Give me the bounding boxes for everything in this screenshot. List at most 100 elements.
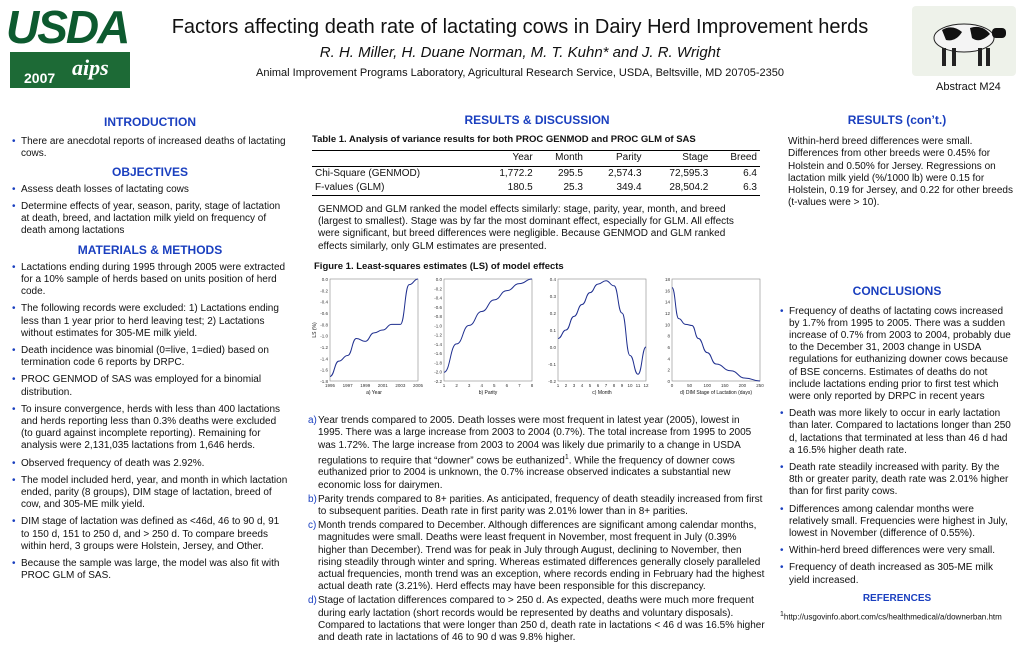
list-item: Lactations ending during 1995 through 20…	[12, 262, 288, 299]
y-tick-label: -1.0	[320, 334, 328, 339]
y-tick-label: -0.1	[548, 362, 556, 367]
reference-item: 1http://usgovinfo.abort.com/cs/healthmed…	[780, 611, 1002, 622]
y-tick-label: -0.4	[434, 296, 442, 301]
results-cont-paragraph: Within-herd breed differences were small…	[788, 136, 1013, 209]
table-cell: 25.3	[535, 180, 586, 197]
list-item: Death incidence was binomial (0=live, 1=…	[12, 345, 288, 369]
footnote-mark: 1	[564, 453, 569, 461]
intro-heading: INTRODUCTION	[104, 115, 196, 129]
aipl-logo: aips	[72, 55, 109, 80]
results-paragraph: GENMOD and GLM ranked the model effects …	[318, 204, 734, 252]
x-tick-label: 50	[687, 383, 693, 388]
x-tick-label: 150	[721, 383, 729, 388]
chart-frame	[557, 278, 647, 382]
abstract-id: Abstract M24	[936, 81, 1001, 93]
y-tick-label: -0.4	[320, 300, 328, 305]
table-cell: 6.4	[743, 167, 757, 179]
x-tick-label: 8	[531, 383, 534, 388]
y-tick-label: -0.2	[548, 379, 556, 384]
x-tick-label: 1	[443, 383, 446, 388]
x-axis-label: a) Year	[366, 390, 382, 396]
finding-text: Parity trends compared to 8+ parities. A…	[318, 493, 763, 517]
x-tick-label: 6	[506, 383, 509, 388]
figure-caption: Figure 1. Least-squares estimates (LS) o…	[314, 260, 564, 272]
y-tick-label: 2	[667, 368, 670, 373]
y-tick-label: -1.0	[434, 323, 442, 328]
list-item: The following records were excluded: 1) …	[12, 303, 288, 340]
table-header: Breed	[711, 150, 760, 167]
cow-illustration	[933, 23, 1006, 66]
x-tick-label: 3	[573, 383, 576, 388]
list-item: Because the sample was large, the model …	[12, 558, 288, 582]
x-tick-label: 1995	[325, 383, 336, 388]
finding-a: a) Year trends compared to 2005. Death lo…	[308, 415, 766, 492]
reference-link[interactable]: http://usgovinfo.abort.com/cs/healthmedi…	[783, 612, 1002, 622]
x-tick-label: 10	[627, 383, 633, 388]
x-tick-label: 4	[581, 383, 584, 388]
table-row: F-values (GLM) 180.5 25.3 349.4 28,504.2…	[312, 180, 760, 197]
x-tick-label: 1	[557, 383, 560, 388]
list-item: Assess death losses of lactating cows	[12, 184, 288, 196]
finding-label: d)	[308, 595, 317, 607]
list-item: Frequency of deaths of lactating cows in…	[780, 306, 1014, 404]
right-column: RESULTS (con’t.) Within-herd breed diffe…	[780, 114, 1014, 624]
y-tick-label: -1.2	[320, 345, 328, 350]
conclusions-heading: CONCLUSIONS	[852, 284, 942, 299]
list-item: Determine effects of year, season, parit…	[12, 201, 288, 238]
finding-label: a)	[308, 415, 317, 427]
y-tick-label: -1.6	[320, 368, 328, 373]
y-tick-label: -1.4	[320, 356, 328, 361]
finding-text-tail: . While the frequency of downer cows eut…	[318, 455, 735, 491]
x-tick-label: 8	[613, 383, 616, 388]
intro-list: There are anecdotal reports of increased…	[12, 136, 288, 160]
x-tick-label: 2003	[395, 383, 406, 388]
list-item: Death rate steadily increased with parit…	[780, 462, 1014, 499]
poster-authors: R. H. Miller, H. Duane Norman, M. T. Kuh…	[319, 44, 721, 61]
chart-frame	[329, 278, 419, 382]
x-tick-label: 7	[605, 383, 608, 388]
x-tick-label: 2	[565, 383, 568, 388]
x-tick-label: 2001	[378, 383, 389, 388]
finding-label: b)	[308, 493, 317, 505]
y-tick-label: -0.8	[320, 322, 328, 327]
y-tick-label: 10	[665, 322, 671, 327]
x-tick-label: 250	[756, 383, 764, 388]
references-heading: REFERENCES	[862, 592, 932, 604]
x-tick-label: 11	[636, 383, 641, 388]
y-tick-label: -0.2	[434, 286, 442, 291]
table-cell: 1,772.2	[499, 167, 533, 179]
poster-year: 2007	[24, 70, 56, 86]
list-item: DIM stage of lactation was defined as <4…	[12, 516, 288, 553]
y-axis-label: LS (%)	[312, 322, 318, 338]
y-tick-label: 16	[665, 288, 671, 293]
list-item: Differences among calendar months were r…	[780, 504, 1014, 541]
ls-estimates-figure: 0.0-0.2-0.4-0.6-0.8-1.0-1.2-1.4-1.6-1.81…	[312, 277, 764, 396]
list-item: Observed frequency of death was 2.92%.	[12, 458, 288, 470]
usda-logo: USDA	[6, 1, 130, 53]
x-axis-label: c) Month	[592, 390, 612, 396]
objectives-heading: OBJECTIVES	[111, 164, 189, 179]
y-tick-label: -1.8	[434, 360, 442, 365]
x-tick-label: 5	[589, 383, 592, 388]
table-cell: 180.5	[477, 180, 536, 197]
logo-banner	[10, 52, 130, 88]
list-item: The model included herd, year, and month…	[12, 475, 288, 512]
x-tick-label: 2005	[413, 383, 424, 388]
y-tick-label: 0.3	[550, 294, 557, 299]
table-caption: Table 1. Analysis of variance results fo…	[312, 134, 696, 146]
table-header: Year	[477, 150, 536, 167]
list-item: Within-herd breed differences were very …	[780, 545, 1014, 557]
y-tick-label: -1.8	[320, 379, 328, 384]
x-tick-label: 12	[643, 383, 649, 388]
results-cont-heading: RESULTS (con’t.)	[847, 113, 947, 127]
objectives-list: Assess death losses of lactating cows De…	[12, 184, 288, 238]
y-tick-label: -2.2	[434, 379, 442, 384]
y-tick-label: 14	[665, 300, 671, 305]
y-tick-label: -0.8	[434, 314, 442, 319]
finding-c: c) Month trends compared to December. Alt…	[308, 520, 766, 593]
y-tick-label: 8	[667, 334, 670, 339]
table-header	[312, 150, 478, 167]
methods-list: Lactations ending during 1995 through 20…	[12, 262, 288, 583]
y-tick-label: -0.6	[320, 311, 328, 316]
poster-affiliation: Animal Improvement Programs Laboratory, …	[255, 67, 785, 79]
